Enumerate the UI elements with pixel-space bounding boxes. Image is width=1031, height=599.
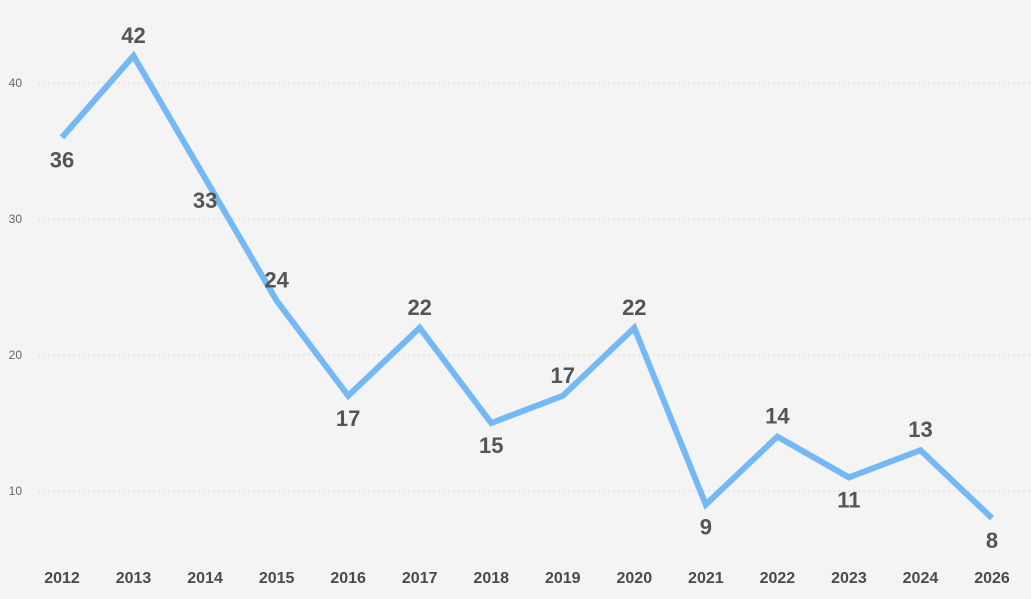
data-label: 24 [264, 268, 289, 293]
y-tick-label: 40 [9, 76, 23, 90]
x-tick-label: 2017 [402, 570, 438, 587]
x-tick-label: 2022 [760, 570, 796, 587]
y-tick-label: 20 [9, 348, 23, 362]
data-label: 17 [336, 406, 360, 431]
series-layer [59, 50, 995, 521]
x-tick-label: 2023 [831, 570, 867, 587]
x-tick-label: 2024 [903, 570, 939, 587]
data-label: 42 [121, 23, 145, 48]
data-label: 9 [700, 515, 712, 540]
series-line [59, 50, 995, 521]
grid-layer [38, 82, 1031, 492]
data-label: 15 [479, 433, 503, 458]
x-tick-label: 2019 [545, 570, 581, 587]
data-label: 22 [622, 295, 646, 320]
data-label: 17 [551, 363, 575, 388]
x-tick-label: 2013 [116, 570, 152, 587]
x-tick-label: 2015 [259, 570, 295, 587]
y-tick-label: 10 [9, 484, 23, 498]
data-label: 22 [407, 295, 431, 320]
data-labels: 36 42 33 24 17 22 15 17 22 9 14 11 13 8 [50, 23, 998, 553]
data-label: 14 [765, 404, 790, 429]
x-tick-label: 2021 [688, 570, 724, 587]
x-axis: 2012 2013 2014 2015 2016 2017 2018 2019 2020 2021… [44, 570, 1010, 587]
data-label: 11 [837, 487, 860, 512]
data-label: 36 [50, 147, 74, 172]
x-tick-label: 2012 [44, 570, 80, 587]
x-tick-label: 2014 [187, 570, 223, 587]
x-tick-label: 2018 [473, 570, 509, 587]
x-tick-label: 2016 [330, 570, 366, 587]
y-axis: 10 20 30 40 [9, 76, 23, 498]
x-tick-label: 2020 [617, 570, 653, 587]
data-label: 33 [193, 188, 217, 213]
x-tick-label: 2026 [974, 570, 1010, 587]
data-label: 13 [908, 417, 932, 442]
y-tick-label: 30 [9, 212, 23, 226]
data-label: 8 [986, 528, 998, 553]
